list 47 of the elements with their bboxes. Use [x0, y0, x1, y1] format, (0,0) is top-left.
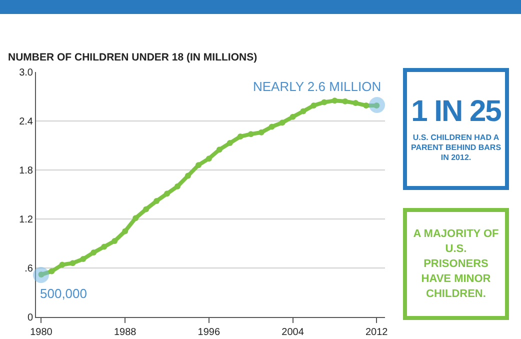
annotation: NEARLY 2.6 MILLION: [253, 79, 382, 94]
point: [332, 98, 338, 104]
point: [248, 131, 254, 138]
point: [184, 172, 191, 179]
point: [101, 244, 108, 250]
point: [279, 120, 286, 126]
x-tick-label: 2004: [282, 327, 304, 338]
y-tick-label: 2.4: [19, 116, 34, 128]
point: [112, 238, 118, 244]
text: A MAJORITY OF U.S. PRISONERS HAVE MINOR CHILDREN.: [403, 208, 509, 320]
text: 1 IN 25: [411, 95, 501, 129]
point: [164, 190, 170, 197]
point: [226, 140, 233, 146]
point: [342, 98, 348, 104]
point: [174, 183, 180, 190]
point: [290, 114, 296, 120]
y-tick-label: 3.0: [19, 68, 34, 78]
point: [59, 262, 66, 268]
point: [300, 108, 306, 114]
y-tick-label: 0: [27, 312, 34, 324]
point: [70, 260, 76, 266]
point: [143, 206, 150, 212]
x-tick-label: 1988: [114, 327, 137, 338]
point: [195, 162, 202, 168]
point: [258, 129, 264, 136]
point: [206, 156, 212, 162]
x-tick-label: 2012: [365, 327, 388, 338]
x-tick-label: 1996: [198, 327, 220, 338]
y-tick-label: 1.2: [19, 214, 34, 226]
point: [268, 124, 275, 130]
x-tick-label: 1980: [30, 327, 53, 338]
y-tick-label: .6: [24, 264, 34, 274]
point: [310, 102, 317, 108]
text: U.S. CHILDREN HAD A PARENT BEHIND BARS IN 2012.: [410, 133, 502, 163]
chart-title: NUMBER OF CHILDREN UNDER 18 (IN MILLIONS): [8, 52, 258, 64]
point: [80, 256, 86, 262]
point: [321, 99, 328, 106]
annotation: 500,000: [40, 286, 87, 301]
point: [132, 215, 139, 222]
point: [154, 198, 160, 204]
point: [352, 100, 359, 106]
y-tick-label: 1.8: [19, 166, 34, 176]
point: [237, 134, 244, 140]
point: [48, 268, 55, 274]
point: [216, 146, 222, 153]
point: [122, 228, 128, 234]
point: [90, 249, 97, 256]
